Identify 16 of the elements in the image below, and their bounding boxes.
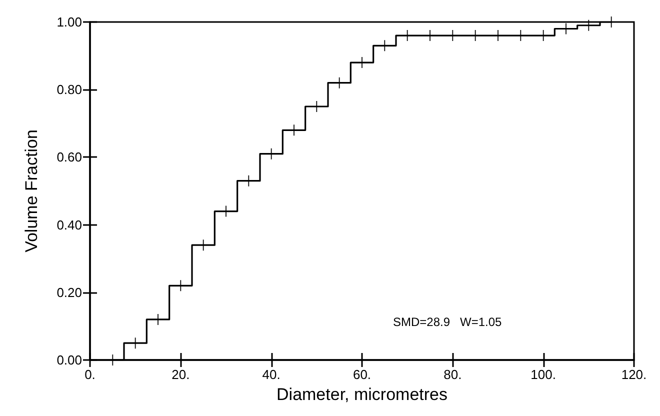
- y-tick-label: 0.80: [56, 82, 82, 98]
- y-axis-title: Volume Fraction: [22, 130, 41, 252]
- x-axis-title: Diameter, micrometres: [276, 385, 448, 404]
- x-tick-label: 40.: [262, 367, 280, 382]
- y-tick-label: 1.00: [56, 14, 82, 30]
- y-tick-label: 0.60: [56, 150, 82, 165]
- y-tick-label: 0.40: [56, 217, 82, 232]
- y-tick-label: 0.00: [56, 352, 82, 368]
- y-tick-label: 0.20: [56, 284, 82, 300]
- x-tick-label: 20.: [172, 367, 190, 382]
- annotation: SMD=28.9 W=1.05: [393, 315, 502, 329]
- x-tick-label: 120.: [621, 367, 647, 382]
- x-tick-label: 80.: [444, 367, 462, 382]
- x-tick-label: 100.: [530, 367, 556, 382]
- x-tick-label: 0.: [84, 367, 96, 382]
- x-tick-label: 60.: [352, 367, 372, 382]
